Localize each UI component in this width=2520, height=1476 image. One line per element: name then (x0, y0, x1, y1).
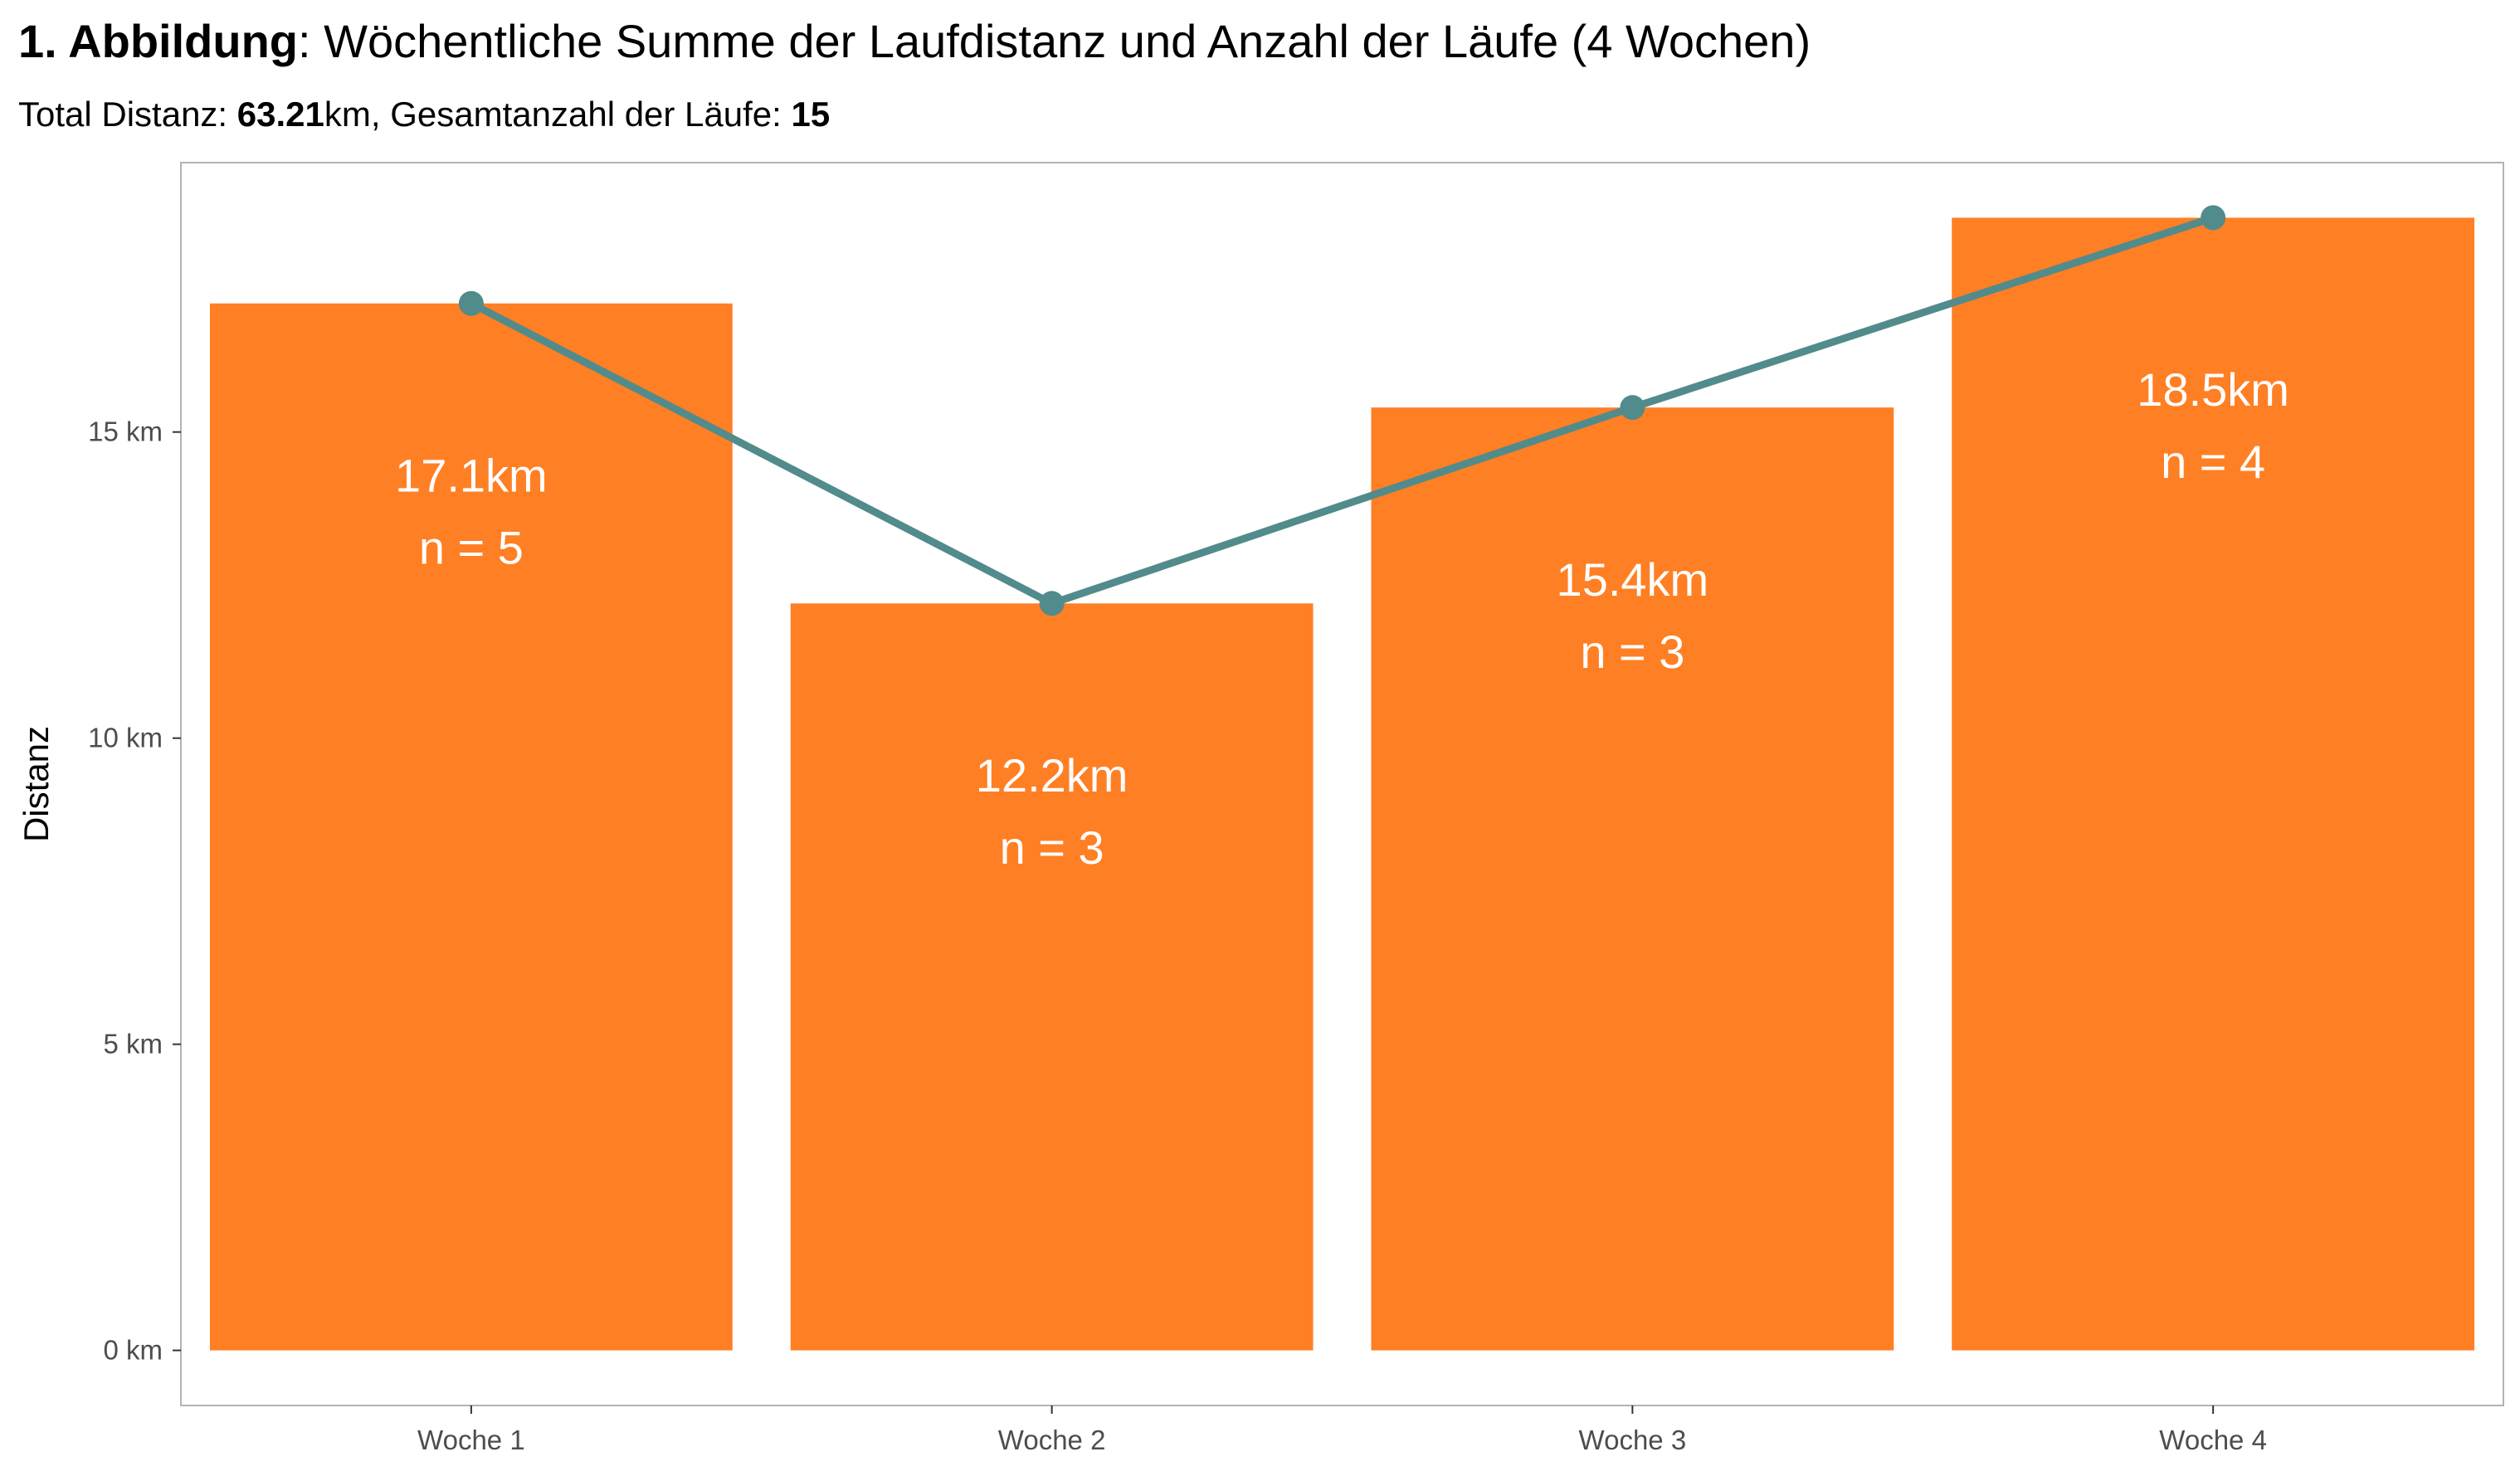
distance-point-3 (1620, 395, 1645, 421)
distance-point-1 (458, 290, 484, 316)
distance-line (467, 213, 2217, 607)
bar-distance-label: 15.4km (1557, 553, 1709, 606)
bar-count-label: n = 3 (1580, 626, 1684, 678)
x-tick-label: Woche 4 (2159, 1425, 2267, 1455)
bar-distance-label: 17.1km (395, 449, 548, 501)
y-axis-title: Distanz (17, 726, 56, 842)
y-tick-label: 5 km (103, 1029, 163, 1060)
chart-title-bold: 1. Abbildung (18, 15, 298, 67)
bar-2 (790, 603, 1314, 1351)
bar-count-label: n = 5 (419, 521, 524, 573)
distance-point-4 (2201, 205, 2226, 231)
plot-panel-frame (180, 162, 2504, 1406)
subtitle-runs: 15 (791, 95, 831, 134)
bar-3 (1371, 407, 1894, 1351)
subtitle-middle: km, Gesamtanzahl der Läufe: (324, 95, 792, 134)
y-tick-label: 10 km (88, 723, 163, 753)
chart-title: 1. Abbildung: Wöchentliche Summe der Lau… (18, 10, 1811, 73)
y-tick-label: 15 km (88, 416, 163, 447)
y-tick-label: 0 km (103, 1335, 163, 1366)
x-tick-label: Woche 3 (1579, 1425, 1687, 1455)
bar-distance-label: 18.5km (2137, 363, 2289, 416)
subtitle-distance: 63.21 (236, 95, 324, 134)
bar-distance-label: 12.2km (976, 749, 1128, 801)
bar-count-label: n = 3 (1000, 821, 1104, 874)
chart-title-text: : Wöchentliche Summe der Laufdistanz und… (297, 15, 1811, 67)
subtitle-prefix: Total Distanz: (18, 95, 237, 134)
x-tick-label: Woche 2 (998, 1425, 1106, 1455)
bar-count-label: n = 4 (2161, 436, 2265, 488)
chart-subtitle: Total Distanz: 63.21km, Gesamtanzahl der… (18, 90, 830, 139)
bar-4 (1952, 217, 2475, 1351)
distance-point-2 (1039, 591, 1065, 616)
x-tick-label: Woche 1 (417, 1425, 525, 1455)
bar-1 (209, 303, 733, 1351)
